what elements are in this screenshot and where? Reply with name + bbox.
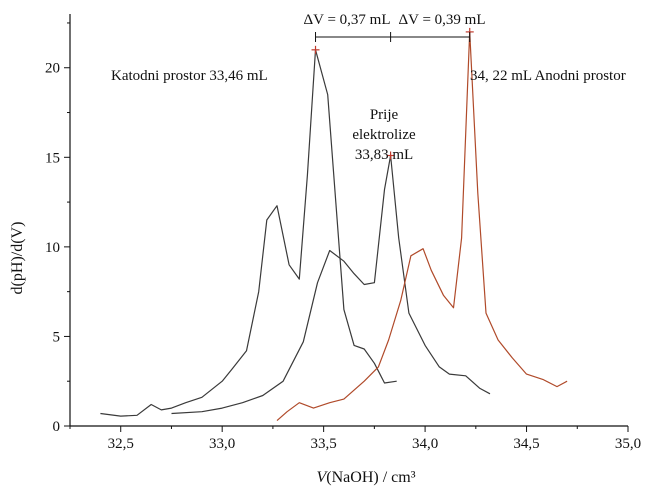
annotation-anodni-prostor: 34, 22 mL Anodni prostor <box>470 68 626 84</box>
x-axis-title: V(NaOH) / cm³ <box>317 469 416 486</box>
annotation-prije-line1: Prije <box>370 107 399 123</box>
x-tick-label: 32,5 <box>108 436 134 452</box>
annotation-prije-line2: elektrolize <box>352 127 416 143</box>
y-axis-ticks: 0 5 10 15 20 <box>45 22 70 435</box>
delta-v-dimension <box>315 32 471 42</box>
x-tick-label: 33,5 <box>311 436 337 452</box>
delta-v-right-label: ΔV = 0,39 mL <box>399 12 486 28</box>
y-tick-label: 0 <box>53 419 61 435</box>
series-lines <box>100 31 568 422</box>
y-tick-label: 5 <box>53 329 61 345</box>
series-prije-elektrolize-line <box>171 154 491 415</box>
annotation-prije-line3: 33,83 mL <box>355 147 413 163</box>
x-axis-ticks: 32,5 33,0 33,5 34,0 34,5 35,0 <box>69 426 641 452</box>
peak-marker <box>386 151 395 160</box>
delta-v-left-label: ΔV = 0,37 mL <box>304 12 391 28</box>
x-tick-label: 34,5 <box>513 436 539 452</box>
y-axis-title: d(pH)/d(V) <box>9 222 26 295</box>
series-katodni-line <box>100 49 397 417</box>
x-tick-label: 35,0 <box>615 436 641 452</box>
annotation-katodni-prostor: Katodni prostor 33,46 mL <box>111 68 268 84</box>
y-tick-label: 20 <box>45 61 60 77</box>
peak-markers <box>311 27 474 160</box>
y-tick-label: 15 <box>45 150 60 166</box>
axes <box>69 14 628 427</box>
x-tick-label: 33,0 <box>209 436 235 452</box>
x-tick-label: 34,0 <box>412 436 438 452</box>
y-tick-label: 10 <box>45 240 60 256</box>
peak-marker <box>311 45 320 54</box>
series-anodni-line <box>276 31 568 422</box>
